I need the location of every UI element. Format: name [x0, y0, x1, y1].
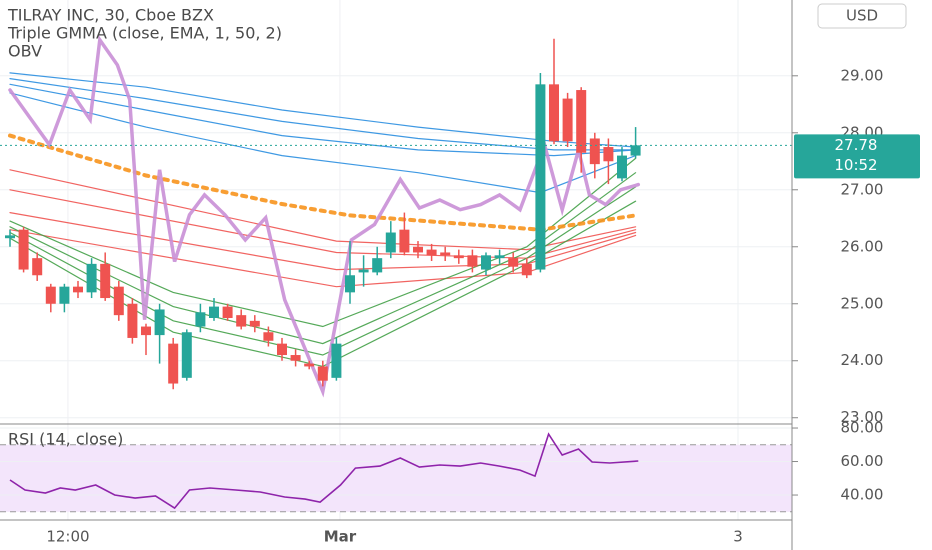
- candle-body: [140, 326, 151, 336]
- indicator-label: Triple GMMA (close, EMA, 1, 50, 2): [7, 24, 282, 43]
- candle-body: [45, 286, 56, 304]
- candle-body: [426, 249, 437, 256]
- candle-body: [589, 138, 600, 165]
- candle-body: [494, 255, 505, 259]
- candle-body: [18, 229, 29, 270]
- candle-body: [317, 366, 328, 381]
- y-tick-label: 60.00: [841, 452, 884, 470]
- candle-body: [276, 343, 287, 356]
- candle-body: [113, 286, 124, 316]
- candle-body: [548, 84, 559, 142]
- candle-body: [72, 286, 83, 293]
- candle-body: [236, 315, 247, 327]
- candle-body: [576, 90, 587, 153]
- chart-title: TILRAY INC, 30, Cboe BZX: [7, 6, 214, 25]
- indicator-line: [9, 212, 637, 271]
- candle-body: [154, 309, 165, 336]
- last-price-box: [794, 134, 920, 179]
- candle-body: [222, 306, 233, 318]
- candle-body: [453, 255, 464, 259]
- candle-body: [32, 258, 43, 276]
- candle-body: [86, 263, 97, 293]
- x-tick-label: 12:00: [46, 528, 89, 546]
- indicator-line: [8, 133, 638, 232]
- candle-body: [181, 332, 192, 378]
- currency[interactable]: USD: [846, 7, 878, 25]
- last-time-label: 10:52: [834, 156, 877, 174]
- indicator-line: [9, 83, 637, 157]
- candle-body: [535, 84, 546, 270]
- candle-body: [521, 263, 532, 276]
- candle-body: [399, 229, 410, 253]
- y-tick-label: 23.00: [841, 408, 884, 426]
- y-tick-label: 80.00: [841, 419, 884, 437]
- candle-body: [440, 252, 451, 256]
- x-tick-label: 3: [733, 528, 743, 546]
- candle-body: [603, 147, 614, 162]
- last-price-label: 27.78: [835, 136, 878, 154]
- candle-body: [385, 232, 396, 253]
- candle-body: [195, 312, 206, 327]
- candle-body: [630, 145, 641, 156]
- rsi-title: RSI (14, close): [8, 430, 123, 449]
- candle-body: [562, 98, 573, 142]
- candle-body: [616, 155, 627, 179]
- y-tick-label: 29.00: [841, 66, 884, 84]
- candle-body: [358, 269, 369, 273]
- candle-body: [263, 332, 274, 341]
- y-tick-label: 24.00: [841, 351, 884, 369]
- rsi-band: [0, 444, 792, 512]
- candle-body: [290, 355, 301, 361]
- y-tick-label: 27.00: [841, 180, 884, 198]
- candle-body: [168, 343, 179, 384]
- candle-body: [412, 246, 423, 253]
- indicator-line: [9, 157, 637, 328]
- candle-body: [249, 320, 260, 327]
- candle-body: [344, 275, 355, 293]
- candle-body: [4, 235, 15, 239]
- candle-body: [127, 303, 138, 338]
- candle-body: [467, 255, 478, 267]
- indicator-line: [8, 35, 641, 398]
- candle-body: [100, 263, 111, 299]
- candle-body: [208, 306, 219, 318]
- x-tick-label: Mar: [324, 528, 357, 546]
- candle-body: [508, 258, 519, 267]
- y-tick-label: 26.00: [841, 237, 884, 255]
- rsi-line: [9, 432, 639, 510]
- candle-body: [331, 343, 342, 378]
- y-tick-label: 25.00: [841, 294, 884, 312]
- plot: [0, 35, 792, 510]
- candle-body: [372, 258, 383, 273]
- candle-body: [59, 286, 70, 304]
- candle-body: [480, 255, 491, 270]
- indicator-line: [9, 78, 637, 151]
- indicator-label: OBV: [8, 42, 42, 61]
- y-tick-label: 40.00: [841, 486, 884, 504]
- currency-button[interactable]: [817, 3, 907, 29]
- candle-body: [304, 363, 315, 367]
